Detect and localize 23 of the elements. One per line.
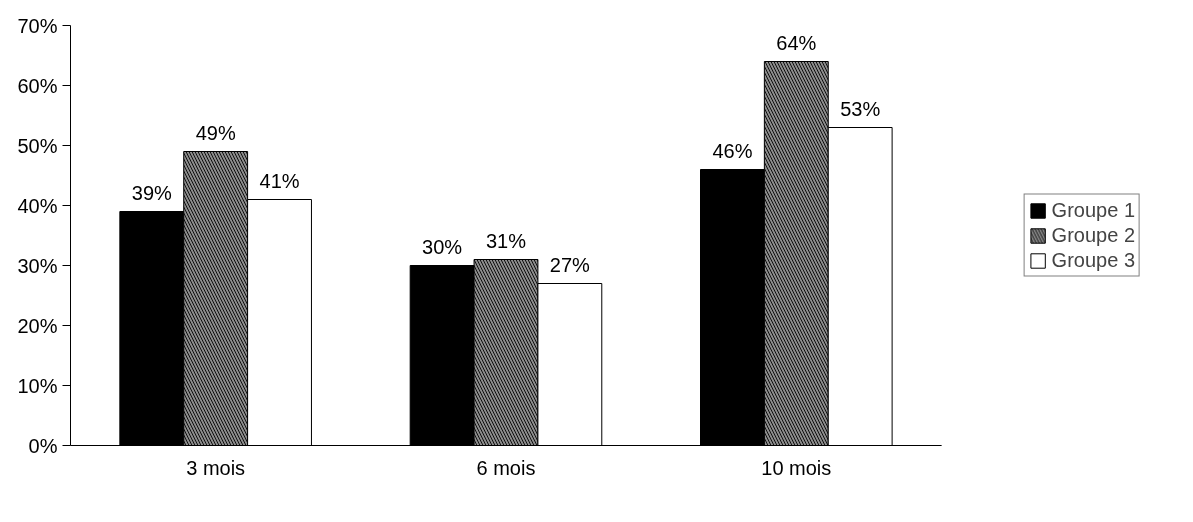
data-label: 30%: [422, 235, 463, 258]
y-tick-label: 40%: [17, 194, 58, 217]
y-tick-label: 10%: [17, 374, 58, 397]
x-tick-label: 10 mois: [761, 456, 832, 479]
y-tick-label: 50%: [17, 134, 58, 157]
data-label: 27%: [549, 253, 591, 276]
data-label: 46%: [712, 139, 753, 162]
y-tick-label: 30%: [17, 254, 58, 277]
data-label: 64%: [776, 31, 817, 54]
x-tick-label: 3 mois: [186, 456, 246, 479]
legend-label: Groupe 2: [1051, 223, 1135, 247]
data-label: 31%: [485, 229, 527, 252]
y-tick-label: 70%: [17, 14, 58, 37]
data-label: 41%: [259, 169, 300, 192]
y-tick-label: 0%: [28, 434, 58, 457]
data-label: 49%: [195, 121, 236, 144]
data-label: 53%: [840, 97, 881, 120]
legend-label: Groupe 1: [1051, 198, 1135, 222]
data-label: 39%: [131, 181, 173, 204]
x-tick-label: 6 mois: [476, 456, 536, 479]
y-tick-label: 60%: [17, 74, 58, 97]
y-tick-label: 20%: [17, 314, 58, 337]
legend-label: Groupe 3: [1051, 248, 1135, 272]
